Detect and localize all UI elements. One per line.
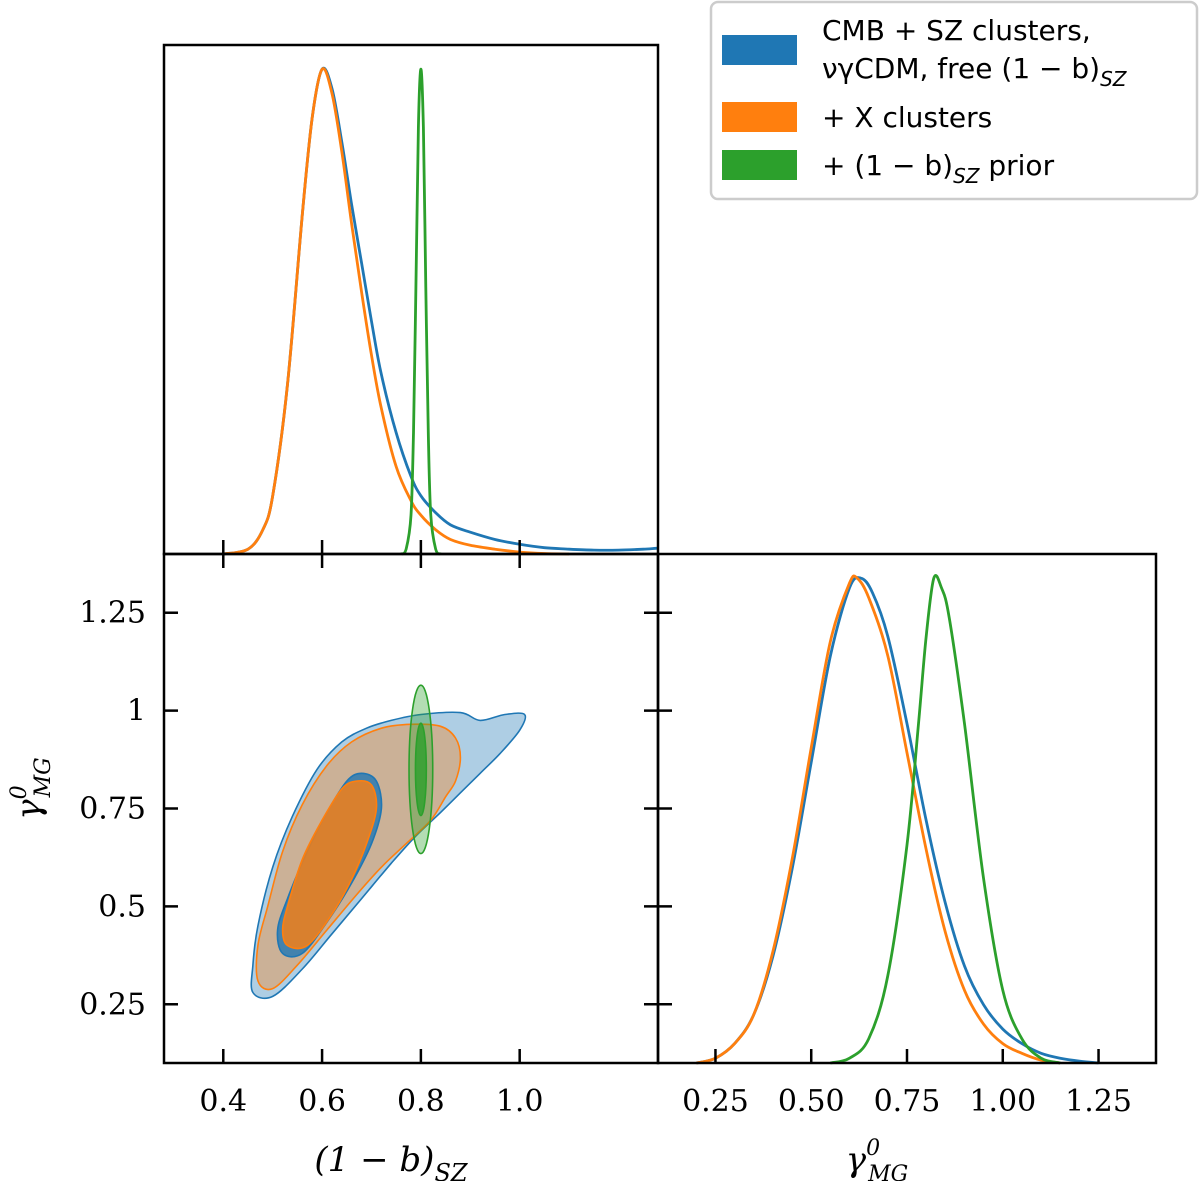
x-axis-label-sz: (1 − b)SZ [314,1140,468,1181]
y-tick-label-gamma: 0.5 [98,889,146,924]
curve-1d-gamma-orange [695,574,1061,1065]
curve-1d-gamma-blue [695,576,1099,1065]
legend-swatch-blue [722,35,797,65]
legend-label: νγCDM, free (1 − b)SZ [822,52,1128,91]
legend-swatch-orange [722,102,797,132]
legend-label: + X clusters [822,101,992,134]
posterior-curves [223,66,1099,1065]
frame-bottom-right [656,552,1158,1065]
y-axis-label-gamma: γ0MG [7,757,56,819]
y-tick-label-gamma: 0.25 [79,987,146,1022]
axis-text: 0.4 0.6 0.8 1.0 0.25 0.5 0.75 1 1.25 0.25 0.50 0.75… [7,596,1132,1181]
y-tick-label-gamma: 1.25 [79,596,146,631]
x-tick-label-sz: 0.4 [199,1084,247,1119]
legend-box [709,0,1199,201]
curve-1d-sz-green [400,67,442,556]
x-tick-label-sz: 0.6 [298,1084,346,1119]
x-axis-label-gamma: γ0 MG [846,1136,908,1181]
contour-orange-68 [281,779,378,950]
x-tick-label-gamma: 0.50 [778,1084,845,1119]
contour-green-68 [414,722,428,817]
x-tick-label-gamma: 1.00 [969,1084,1036,1119]
curve-1d-sz-orange [223,67,570,556]
axis-ticks [164,540,1100,1063]
contour-fills [250,684,527,1000]
x-tick-label-gamma: 0.75 [874,1084,941,1119]
x-tick-label-gamma: 1.25 [1065,1084,1132,1119]
legend: CMB + SZ clusters, νγCDM, free (1 − b)SZ +… [709,0,1199,201]
y-tick-label-gamma: 0.75 [79,792,146,827]
legend-swatch-green [722,150,797,180]
curve-1d-sz-blue [223,66,659,556]
curve-1d-gamma-green [830,574,1061,1065]
y-tick-label-gamma: 1 [127,694,146,729]
x-tick-label-sz: 1.0 [496,1084,544,1119]
x-tick-label-sz: 0.8 [397,1084,445,1119]
x-tick-label-gamma: 0.25 [682,1084,749,1119]
contour-group [250,684,527,1000]
legend-label: + (1 − b)SZ prior [822,149,1055,188]
legend-label: CMB + SZ clusters, [822,14,1091,47]
